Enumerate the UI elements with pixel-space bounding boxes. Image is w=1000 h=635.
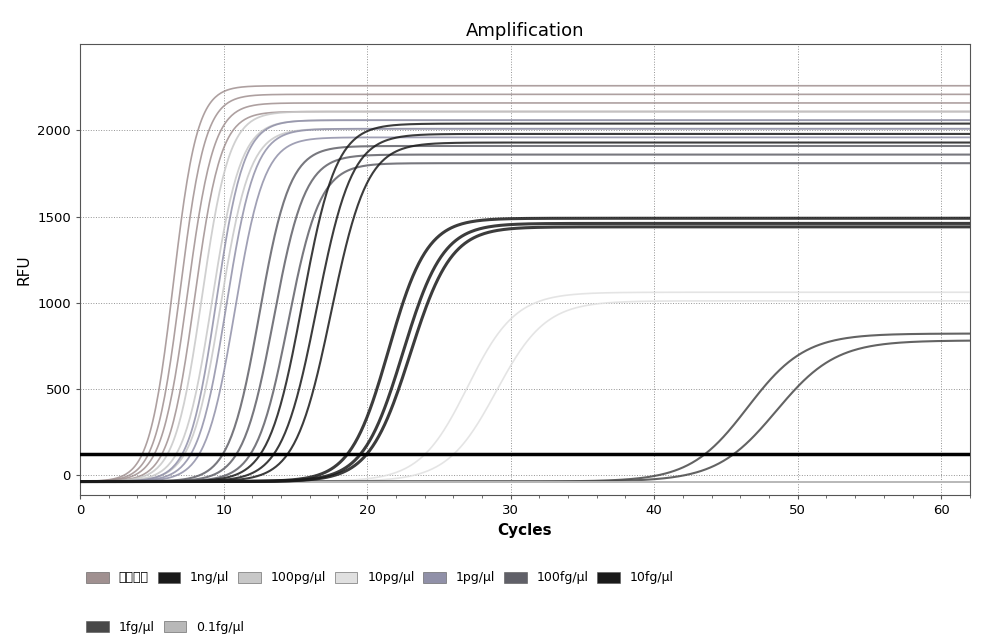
Y-axis label: RFU: RFU bbox=[17, 255, 32, 285]
X-axis label: Cycles: Cycles bbox=[498, 523, 552, 538]
Title: Amplification: Amplification bbox=[466, 22, 584, 40]
Legend: 1fg/μl, 0.1fg/μl: 1fg/μl, 0.1fg/μl bbox=[86, 621, 244, 634]
